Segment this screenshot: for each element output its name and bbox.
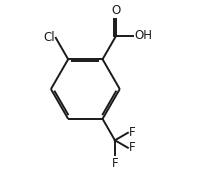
Text: Cl: Cl <box>43 31 55 44</box>
Text: O: O <box>112 4 121 17</box>
Text: F: F <box>112 156 118 169</box>
Text: F: F <box>129 126 136 139</box>
Text: OH: OH <box>134 29 152 42</box>
Text: F: F <box>129 141 136 154</box>
